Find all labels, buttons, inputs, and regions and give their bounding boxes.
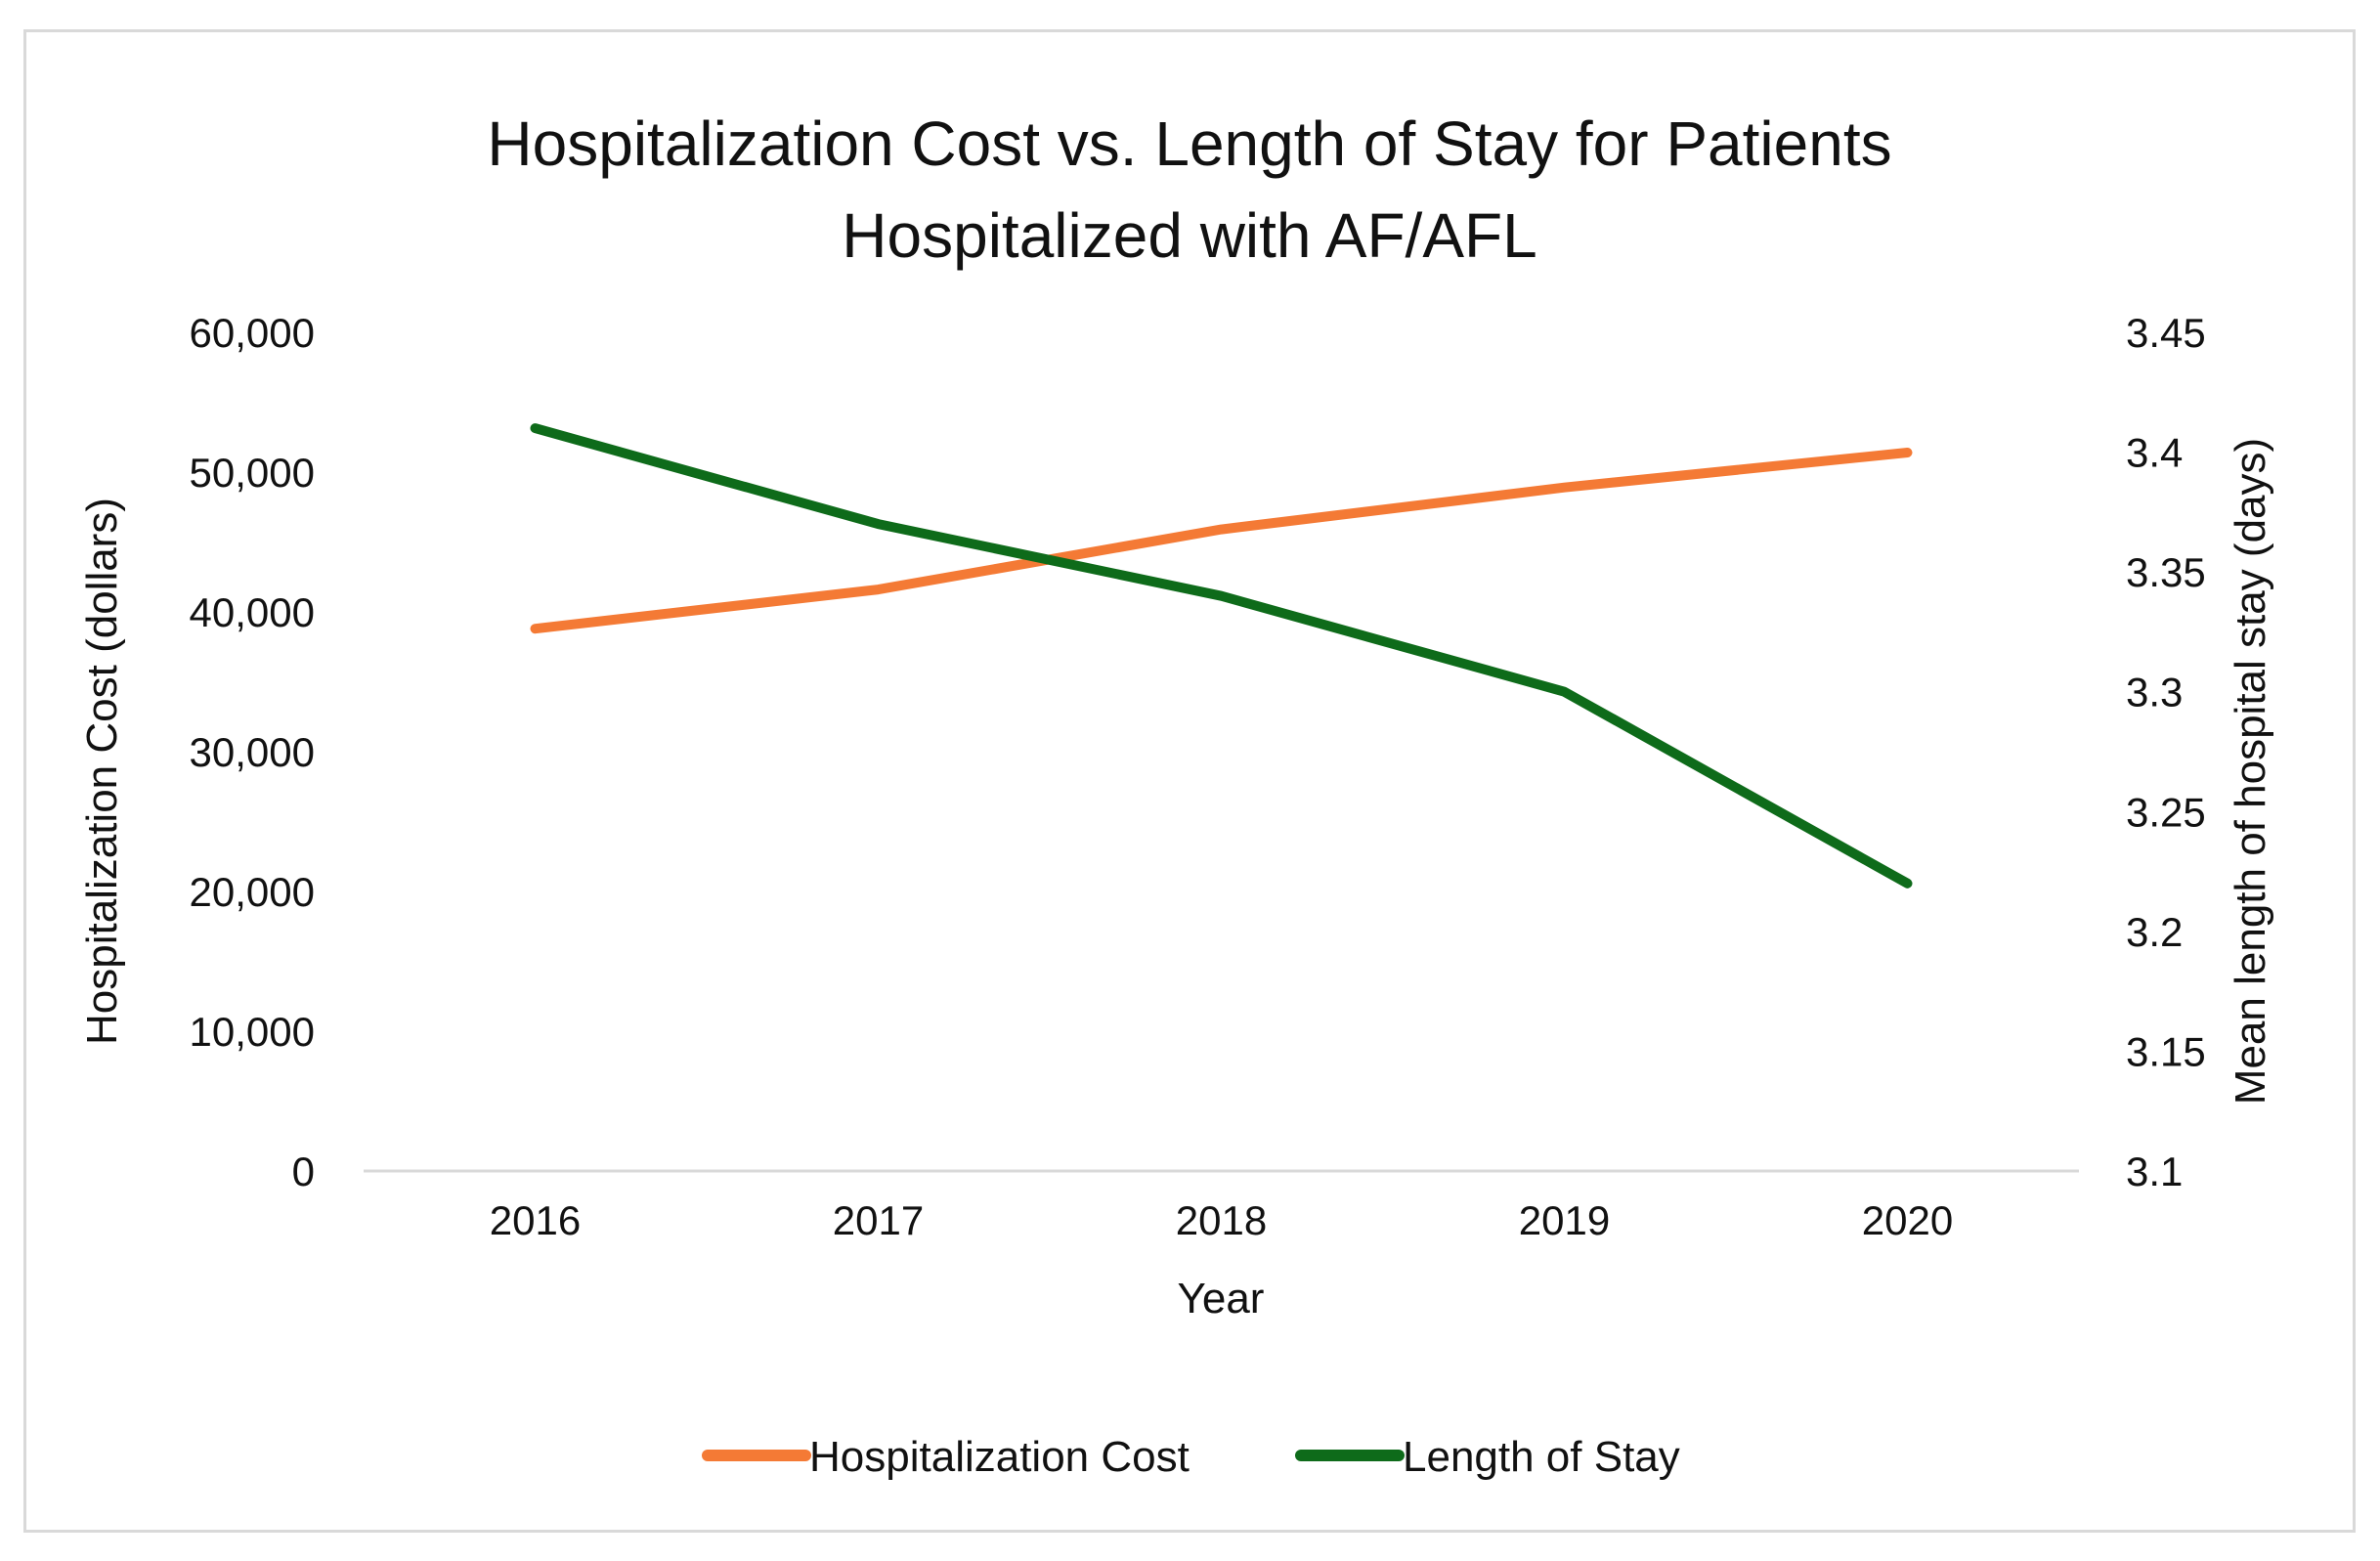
legend-label-length-of-stay: Length of Stay [1403, 1433, 1680, 1481]
y-tick-label: 40,000 [190, 589, 315, 635]
y2-tick-label: 3.15 [2126, 1028, 2206, 1074]
y2-tick-label: 3.2 [2126, 909, 2183, 955]
y-tick-label: 60,000 [190, 310, 315, 356]
y2-axis-ticks: 3.1 3.15 3.2 3.25 3.3 3.35 3.4 3.45 [2126, 310, 2206, 1194]
series-line-hospitalization-cost [530, 448, 1913, 634]
x-tick-label: 2016 [490, 1197, 581, 1243]
y-axis-label: Hospitalization Cost (dollars) [78, 498, 126, 1045]
y2-tick-label: 3.45 [2126, 310, 2206, 356]
legend: Hospitalization Cost Length of Stay [702, 1433, 1680, 1481]
y-tick-label: 10,000 [190, 1009, 315, 1055]
y-tick-label: 20,000 [190, 869, 315, 915]
chart-title-line-1: Hospitalization Cost vs. Length of Stay … [487, 108, 1891, 179]
series-line-length-of-stay [530, 423, 1913, 889]
y-tick-label: 50,000 [190, 450, 315, 496]
y2-axis-label: Mean length of hospital stay (days) [2227, 438, 2274, 1105]
line-chart: Hospitalization Cost vs. Length of Stay … [78, 108, 2274, 1481]
x-tick-label: 2020 [1862, 1197, 1953, 1243]
x-tick-label: 2018 [1176, 1197, 1267, 1243]
y2-tick-label: 3.3 [2126, 670, 2183, 715]
y-tick-label: 30,000 [190, 729, 315, 775]
y2-tick-label: 3.25 [2126, 789, 2206, 835]
x-axis-ticks: 2016 2017 2018 2019 2020 [490, 1197, 1953, 1243]
y2-tick-label: 3.4 [2126, 430, 2183, 476]
y2-tick-label: 3.1 [2126, 1149, 2183, 1194]
x-axis-label: Year [1178, 1275, 1265, 1323]
series-lines [530, 423, 1913, 889]
y-axis-ticks: 0 10,000 20,000 30,000 40,000 50,000 60,000 [190, 310, 315, 1194]
legend-label-hospitalization-cost: Hospitalization Cost [809, 1433, 1190, 1481]
chart-frame: Hospitalization Cost vs. Length of Stay … [23, 29, 2356, 1533]
y2-tick-label: 3.35 [2126, 549, 2206, 595]
x-tick-label: 2019 [1519, 1197, 1610, 1243]
y-tick-label: 0 [292, 1149, 315, 1194]
chart-title-line-2: Hospitalized with AF/AFL [842, 200, 1536, 271]
x-tick-label: 2017 [833, 1197, 924, 1243]
